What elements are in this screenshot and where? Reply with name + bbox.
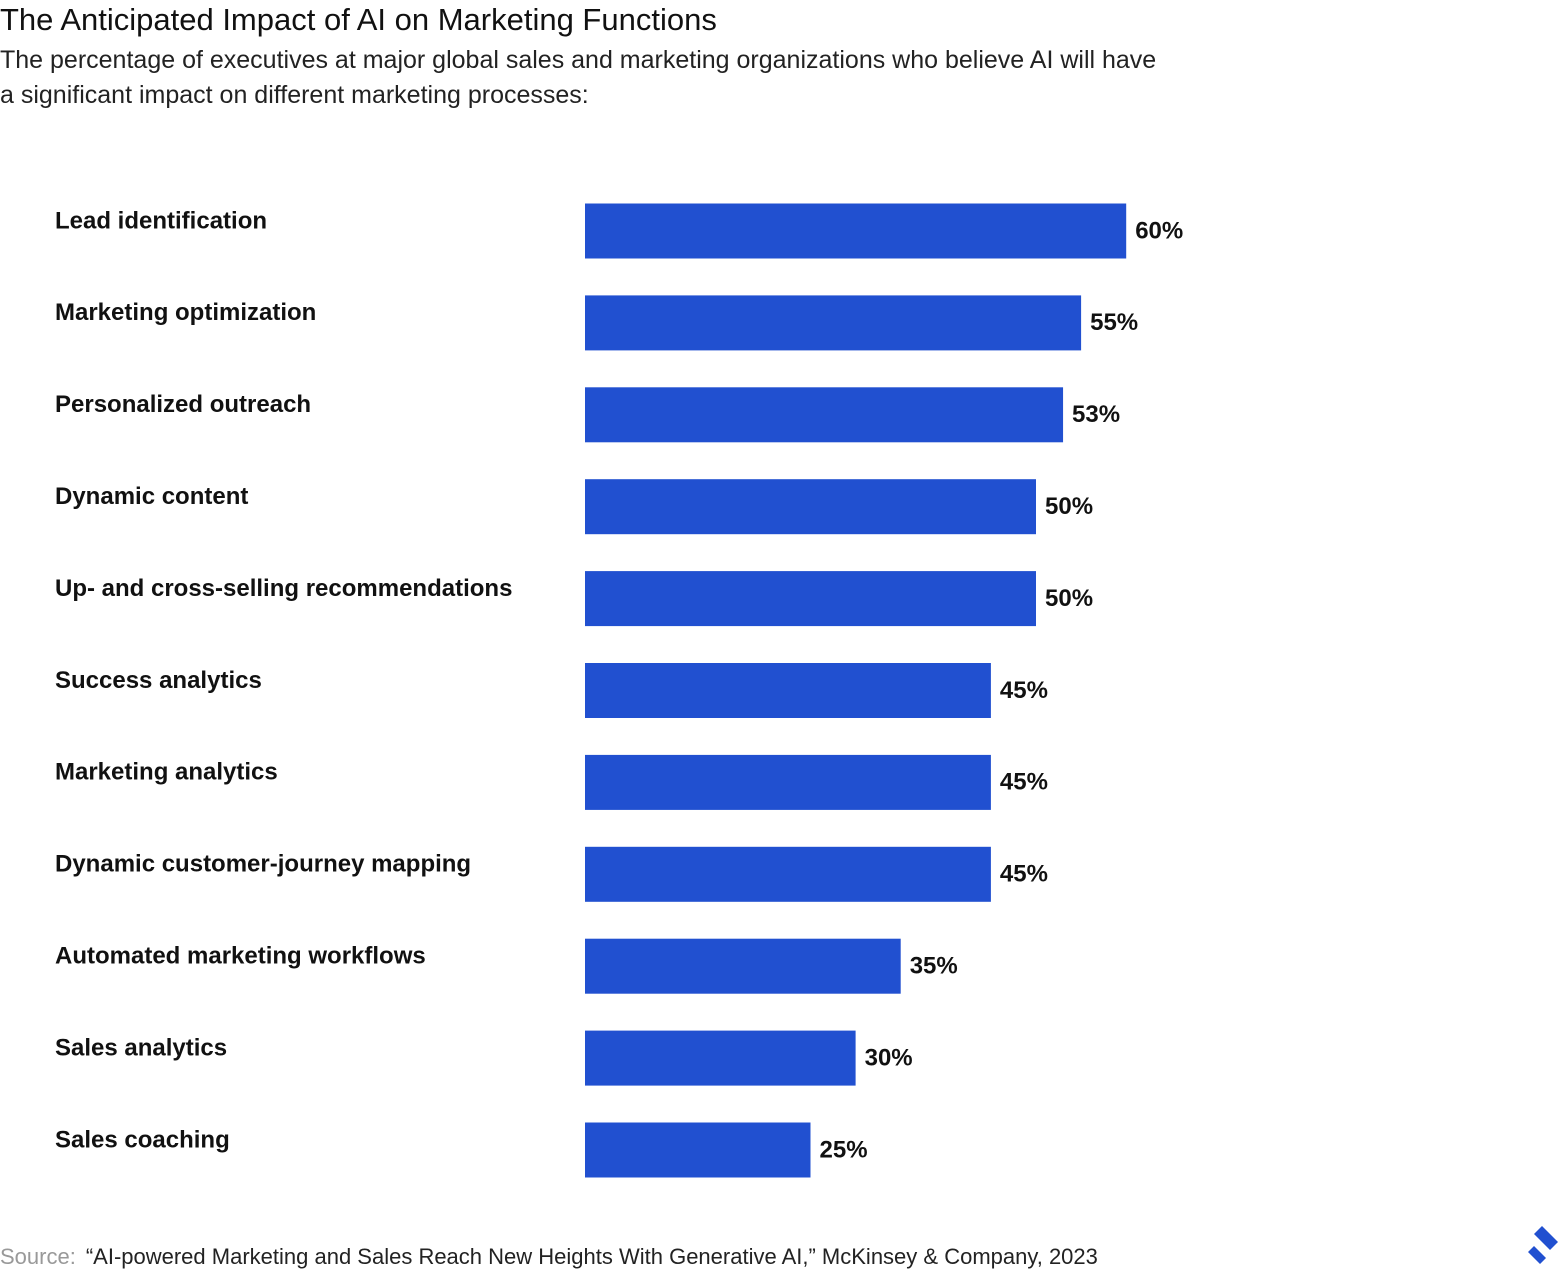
category-label: Marketing analytics [55, 759, 278, 786]
source-label: Source: [0, 1244, 76, 1269]
bar [585, 1122, 811, 1178]
chart-title: The Anticipated Impact of AI on Marketin… [0, 2, 717, 37]
value-label: 35% [910, 953, 958, 980]
bar [585, 295, 1082, 351]
category-label: Dynamic customer-journey mapping [55, 851, 471, 878]
value-label: 53% [1072, 401, 1120, 428]
value-label: 50% [1045, 585, 1093, 612]
subtitle: The percentage of executives at major gl… [0, 46, 1157, 74]
category-label: Automated marketing workflows [55, 943, 426, 970]
category-label: Personalized outreach [55, 391, 311, 418]
source-text: “AI-powered Marketing and Sales Reach Ne… [85, 1244, 1098, 1269]
bar [585, 846, 991, 902]
bar [585, 754, 991, 810]
value-label: 30% [865, 1044, 913, 1071]
category-label: Up- and cross-selling recommendations [55, 575, 512, 602]
value-label: 55% [1090, 309, 1138, 336]
category-label: Dynamic content [55, 483, 248, 510]
category-label: Sales coaching [55, 1126, 230, 1153]
category-label: Marketing optimization [55, 299, 316, 326]
value-label: 45% [1000, 769, 1048, 796]
value-label: 25% [820, 1136, 868, 1163]
category-label: Success analytics [55, 667, 262, 694]
bar [585, 1030, 856, 1086]
bar [585, 938, 901, 994]
bar [585, 479, 1036, 535]
source: Source: “AI-powered Marketing and Sales R… [0, 1244, 1098, 1270]
category-label: Lead identification [55, 207, 267, 234]
chart: Lead identification 60% Marketing optimiza… [55, 203, 1183, 1178]
value-label: 50% [1045, 493, 1093, 520]
logo [1528, 1226, 1558, 1264]
bar [585, 663, 991, 718]
bar [585, 203, 1127, 259]
value-label: 45% [1000, 861, 1048, 888]
bar [585, 387, 1064, 443]
category-label: Sales analytics [55, 1034, 227, 1061]
bar [585, 571, 1036, 627]
subtitle: a significant impact on different market… [0, 81, 589, 109]
value-label: 60% [1135, 217, 1183, 244]
logo-shape [1528, 1226, 1558, 1264]
value-label: 45% [1000, 677, 1048, 704]
